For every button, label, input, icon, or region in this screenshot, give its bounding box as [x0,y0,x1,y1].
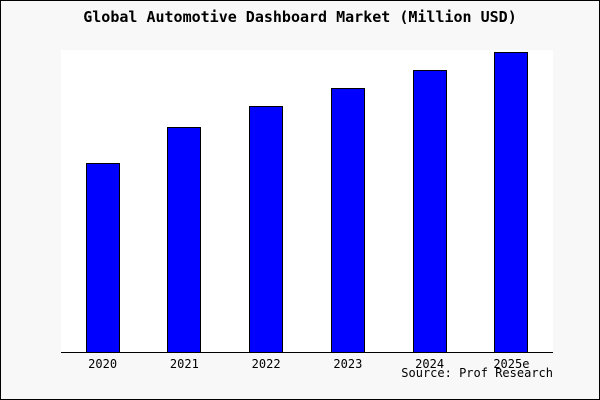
chart-title: Global Automotive Dashboard Market (Mill… [83,8,517,26]
x-tick-label-2022: 2022 [251,357,281,371]
x-tick-label-2020: 2020 [88,357,118,371]
source-note: Source: Prof Research [401,366,553,380]
bar-2022 [249,106,284,352]
x-tick-label-2021: 2021 [169,357,199,371]
bar-2021 [167,127,202,352]
x-tick-label-2023: 2023 [333,357,363,371]
plot-area [61,50,553,353]
bar-2023 [330,88,365,352]
bar-2024 [412,70,447,352]
x-tick-label-2024: 2024 [415,357,445,371]
bar-2020 [85,163,120,352]
x-tick-label-2025e: 2025e [493,357,530,371]
bar-2025e [494,52,529,352]
